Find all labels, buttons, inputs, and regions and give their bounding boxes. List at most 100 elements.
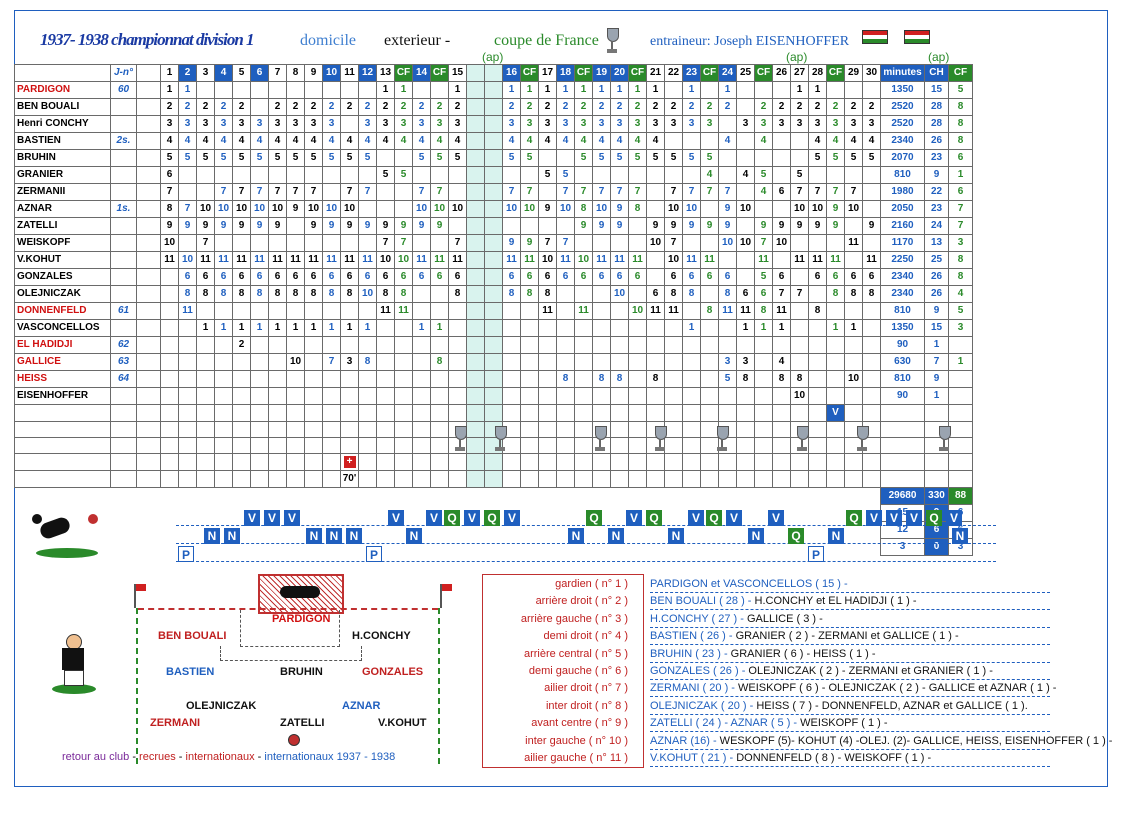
legend-player[interactable]: ZERMANI ( 20 ) - bbox=[650, 682, 735, 695]
empty-cell bbox=[268, 453, 287, 471]
appearance-cell: 9 bbox=[610, 200, 629, 218]
legend-underline bbox=[650, 609, 1050, 611]
appearance-cell bbox=[538, 183, 557, 201]
appearance-cell bbox=[178, 234, 197, 252]
header-name bbox=[14, 64, 111, 82]
appearance-cell: 8 bbox=[574, 200, 593, 218]
legend-player[interactable]: GONZALES ( 26 ) - bbox=[650, 665, 746, 677]
empty-cell bbox=[556, 437, 575, 454]
legend-player[interactable]: V.KOHUT ( 21 ) - bbox=[650, 752, 734, 764]
field-goalkeeper: PARDIGON bbox=[272, 613, 331, 625]
appearance-cell: 10 bbox=[664, 200, 683, 218]
appearance-cell bbox=[430, 166, 449, 184]
legend-underline bbox=[650, 661, 1050, 663]
appearance-cell: 11 bbox=[232, 251, 251, 269]
appearance-cell bbox=[700, 387, 719, 405]
appearance-cell: 4 bbox=[502, 132, 521, 150]
link-retour[interactable]: retour au club bbox=[62, 751, 130, 763]
appearance-cell bbox=[682, 166, 701, 184]
appearance-cell: 9 bbox=[376, 217, 395, 235]
appearance-cell bbox=[520, 166, 539, 184]
player-extra bbox=[136, 251, 161, 269]
player-jn bbox=[110, 98, 137, 116]
match-header: 30 bbox=[862, 64, 881, 82]
appearance-cell: 6 bbox=[196, 268, 215, 286]
legend-player[interactable]: OLEJNICZAK ( 20 ) - bbox=[650, 699, 754, 712]
result-v-badge: V bbox=[244, 510, 260, 526]
legend-player[interactable]: H.CONCHY ( 27 ) - bbox=[650, 612, 744, 625]
legend-position: inter gauche ( n° 10 ) bbox=[525, 734, 628, 747]
player-ch: 22 bbox=[924, 183, 949, 201]
match-header: 27 bbox=[790, 64, 809, 82]
appearance-cell: 5 bbox=[448, 149, 467, 167]
injury-note: 70' bbox=[342, 473, 357, 484]
appearance-cell bbox=[178, 183, 197, 201]
empty-jn bbox=[110, 453, 137, 471]
legend-underline bbox=[650, 696, 1050, 698]
legend-player[interactable]: BASTIEN ( 26 ) - bbox=[650, 630, 733, 643]
appearance-cell bbox=[178, 387, 197, 405]
appearance-cell: 4 bbox=[250, 132, 269, 150]
legend-player[interactable]: BRUHIN ( 23 ) - bbox=[650, 647, 728, 660]
legend-player[interactable]: PARDIGON et VASCONCELLOS ( 15 ) - bbox=[650, 578, 848, 590]
legend-row: gardien ( n° 1 ) PARDIGON et VASCONCELLOS… bbox=[482, 578, 1102, 596]
player-extra bbox=[136, 149, 161, 167]
empty-cell bbox=[466, 421, 485, 438]
summary-minutes: 3 bbox=[880, 538, 925, 556]
link-recrues[interactable]: recrues bbox=[139, 751, 176, 763]
appearance-cell bbox=[610, 319, 629, 337]
appearance-cell bbox=[214, 353, 233, 371]
appearance-cell bbox=[412, 285, 431, 303]
header-ch: CH bbox=[924, 64, 949, 82]
appearance-cell: 6 bbox=[772, 183, 791, 201]
appearance-cell bbox=[826, 234, 845, 252]
player-minutes: 2520 bbox=[880, 115, 925, 133]
legend-player[interactable]: BEN BOUALI ( 28 ) - bbox=[650, 595, 752, 608]
appearance-cell bbox=[808, 387, 827, 405]
header-row: J-n° 1 2 3 4 5 6 7 8 9 10 11 12 13 CF 14 CF 15 16 CF 17 18 CF 1… bbox=[14, 64, 973, 82]
appearance-cell: 7 bbox=[268, 183, 287, 201]
appearance-cell: 6 bbox=[448, 268, 467, 286]
appearance-cell: 7 bbox=[718, 183, 737, 201]
empty-cell bbox=[430, 421, 449, 438]
empty-cell bbox=[538, 421, 557, 438]
appearance-cell bbox=[574, 387, 593, 405]
player-cf: 3 bbox=[948, 319, 973, 337]
link-internationaux[interactable]: internationaux bbox=[185, 751, 255, 763]
appearance-cell: 10 bbox=[790, 387, 809, 405]
appearance-cell bbox=[286, 217, 305, 235]
appearance-cell: 5 bbox=[322, 149, 341, 167]
appearance-cell bbox=[340, 387, 359, 405]
appearance-cell: 11 bbox=[628, 251, 647, 269]
match-header: CF bbox=[628, 64, 647, 82]
appearance-cell bbox=[826, 387, 845, 405]
appearance-cell: 1 bbox=[520, 81, 539, 99]
legend-player[interactable]: ZATELLI ( 24 ) - AZNAR ( 5 ) - bbox=[650, 717, 798, 730]
appearance-cell bbox=[304, 81, 323, 99]
appearance-cell: 2 bbox=[790, 98, 809, 116]
appearance-cell bbox=[214, 336, 233, 354]
player-row: GRANIER 6 5 5 5 5 4 4 5 5 810 9 1 bbox=[14, 166, 973, 184]
field-top-line bbox=[138, 608, 438, 610]
appearance-cell: 5 bbox=[700, 149, 719, 167]
result-q-badge: Q bbox=[586, 510, 602, 526]
appearance-cell: 8 bbox=[754, 302, 773, 320]
appearance-cell bbox=[646, 183, 665, 201]
appearance-cell bbox=[844, 81, 863, 99]
appearance-cell: 11 bbox=[646, 302, 665, 320]
player-extra bbox=[136, 234, 161, 252]
legend-player[interactable]: AZNAR (16) - bbox=[650, 734, 717, 747]
link-internationaux-1938[interactable]: internationaux 1937 - 1938 bbox=[264, 751, 396, 763]
result-v-badge: V bbox=[886, 510, 902, 526]
empty-cell bbox=[556, 421, 575, 438]
summary-cf: 88 bbox=[948, 487, 973, 505]
player-jn bbox=[110, 268, 137, 286]
empty-cell bbox=[466, 404, 485, 422]
empty-cell bbox=[268, 421, 287, 438]
appearance-cell bbox=[484, 285, 503, 303]
appearance-cell: 8 bbox=[340, 285, 359, 303]
player-cf bbox=[948, 387, 973, 405]
appearance-cell: 9 bbox=[772, 217, 791, 235]
appearance-cell bbox=[178, 166, 197, 184]
